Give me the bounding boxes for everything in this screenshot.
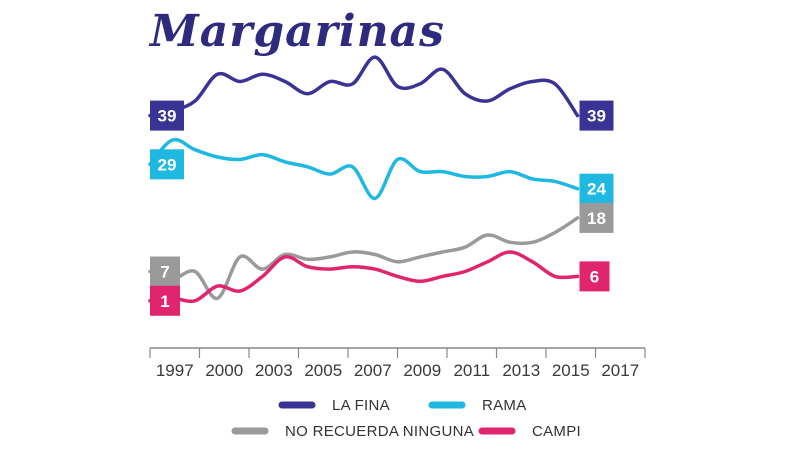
end-label-rama: 24 xyxy=(587,180,606,199)
series-line-campi xyxy=(148,250,580,304)
end-label-box-campi xyxy=(579,261,610,292)
x-tick-label: 2007 xyxy=(354,361,392,380)
chart-title: Margarinas xyxy=(150,6,445,57)
end-label-box-la-fina xyxy=(579,100,614,131)
end-label-box-no-recuerda-ninguna xyxy=(579,202,614,233)
end-labels: 39 39 29 24 7 18 1 6 xyxy=(150,100,614,316)
series-line-no-recuerda-ninguna xyxy=(148,216,580,301)
series-lines xyxy=(148,55,580,304)
end-label-campi: 6 xyxy=(590,267,599,286)
x-axis: 1997 2000 2003 2005 2007 2009 2011 2013 2015 2017 xyxy=(149,347,646,380)
x-tick-label: 2003 xyxy=(255,361,293,380)
series-line-rama xyxy=(148,137,580,201)
x-tick-label: 2011 xyxy=(453,361,490,380)
x-tick-label: 2017 xyxy=(601,361,639,380)
x-tick-label: 2015 xyxy=(552,361,590,380)
start-label-campi: 1 xyxy=(160,292,169,311)
start-label-box-la-fina xyxy=(150,100,184,131)
start-label-no-recuerda-ninguna: 7 xyxy=(160,263,169,282)
end-label-la-fina: 39 xyxy=(587,107,606,126)
end-label-box-rama xyxy=(579,173,614,204)
legend: LA FINA RAMA NO RECUERDA NINGUNA CAMPI xyxy=(231,397,581,440)
legend-label-la-fina: LA FINA xyxy=(332,397,390,414)
start-label-box-campi xyxy=(150,285,180,316)
start-label-rama: 29 xyxy=(158,155,177,174)
legend-label-rama: RAMA xyxy=(482,397,527,414)
series-line-la-fina xyxy=(148,55,580,118)
legend-label-campi: CAMPI xyxy=(532,423,581,440)
x-tick-label: 2009 xyxy=(403,361,441,380)
x-tick-label: 2005 xyxy=(304,361,342,380)
x-tick-label: 2013 xyxy=(502,361,540,380)
end-label-no-recuerda-ninguna: 18 xyxy=(587,209,606,228)
x-tick-label: 2000 xyxy=(205,361,243,380)
legend-label-no-recuerda-ninguna: NO RECUERDA NINGUNA xyxy=(285,423,474,440)
start-label-box-rama xyxy=(150,149,184,180)
x-tick-label: 1997 xyxy=(156,361,194,380)
start-label-la-fina: 39 xyxy=(158,107,177,126)
start-label-box-no-recuerda-ninguna xyxy=(150,256,180,287)
